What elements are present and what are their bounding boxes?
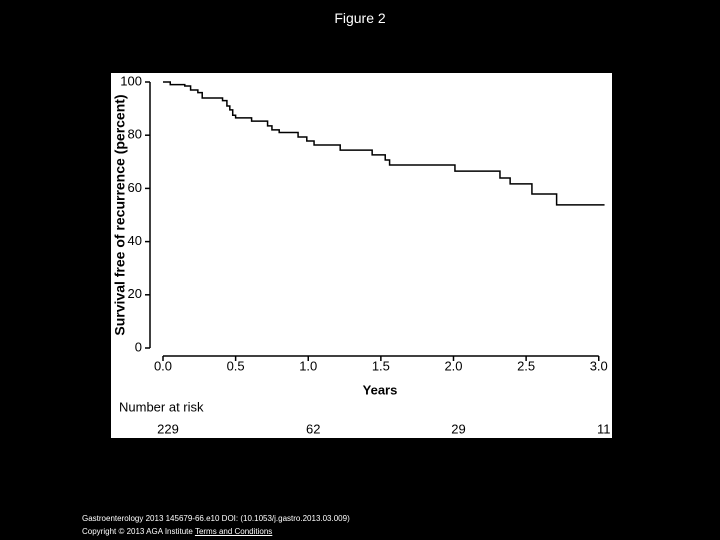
y-tick-label: 20 [128, 286, 142, 301]
chart-background [111, 73, 612, 438]
copyright-line: Copyright © 2013 AGA Institute Terms and… [82, 527, 272, 536]
survival-curve [163, 81, 605, 206]
y-tick-label: 80 [128, 127, 142, 142]
y-axis-title: Survival free of recurrence (percent) [112, 94, 128, 335]
y-tick-label: 60 [128, 180, 142, 195]
x-tick-label: 2.0 [444, 358, 462, 373]
risk-count: 29 [451, 421, 465, 436]
risk-title: Number at risk [119, 399, 204, 414]
x-axis-title: Years [363, 382, 398, 397]
copyright: Copyright © 2013 AGA Institute [82, 527, 193, 536]
terms-link[interactable]: Terms and Conditions [194, 527, 273, 536]
risk-count: 229 [157, 421, 179, 436]
y-tick-label: 100 [120, 73, 142, 88]
x-tick-label: 0.0 [154, 358, 172, 373]
x-tick-label: 3.0 [590, 358, 608, 373]
y-tick-label: 40 [128, 233, 142, 248]
risk-count: 11 [597, 421, 611, 436]
x-tick-label: 1.5 [372, 358, 390, 373]
slide-title: Figure 2 [334, 10, 386, 26]
y-tick-label: 0 [135, 339, 142, 354]
x-tick-label: 2.5 [517, 358, 535, 373]
x-tick-label: 1.0 [299, 358, 317, 373]
risk-count: 62 [306, 421, 320, 436]
citation: Gastroenterology 2013 145679-66.e10 DOI:… [82, 514, 350, 523]
x-tick-label: 0.5 [227, 358, 245, 373]
